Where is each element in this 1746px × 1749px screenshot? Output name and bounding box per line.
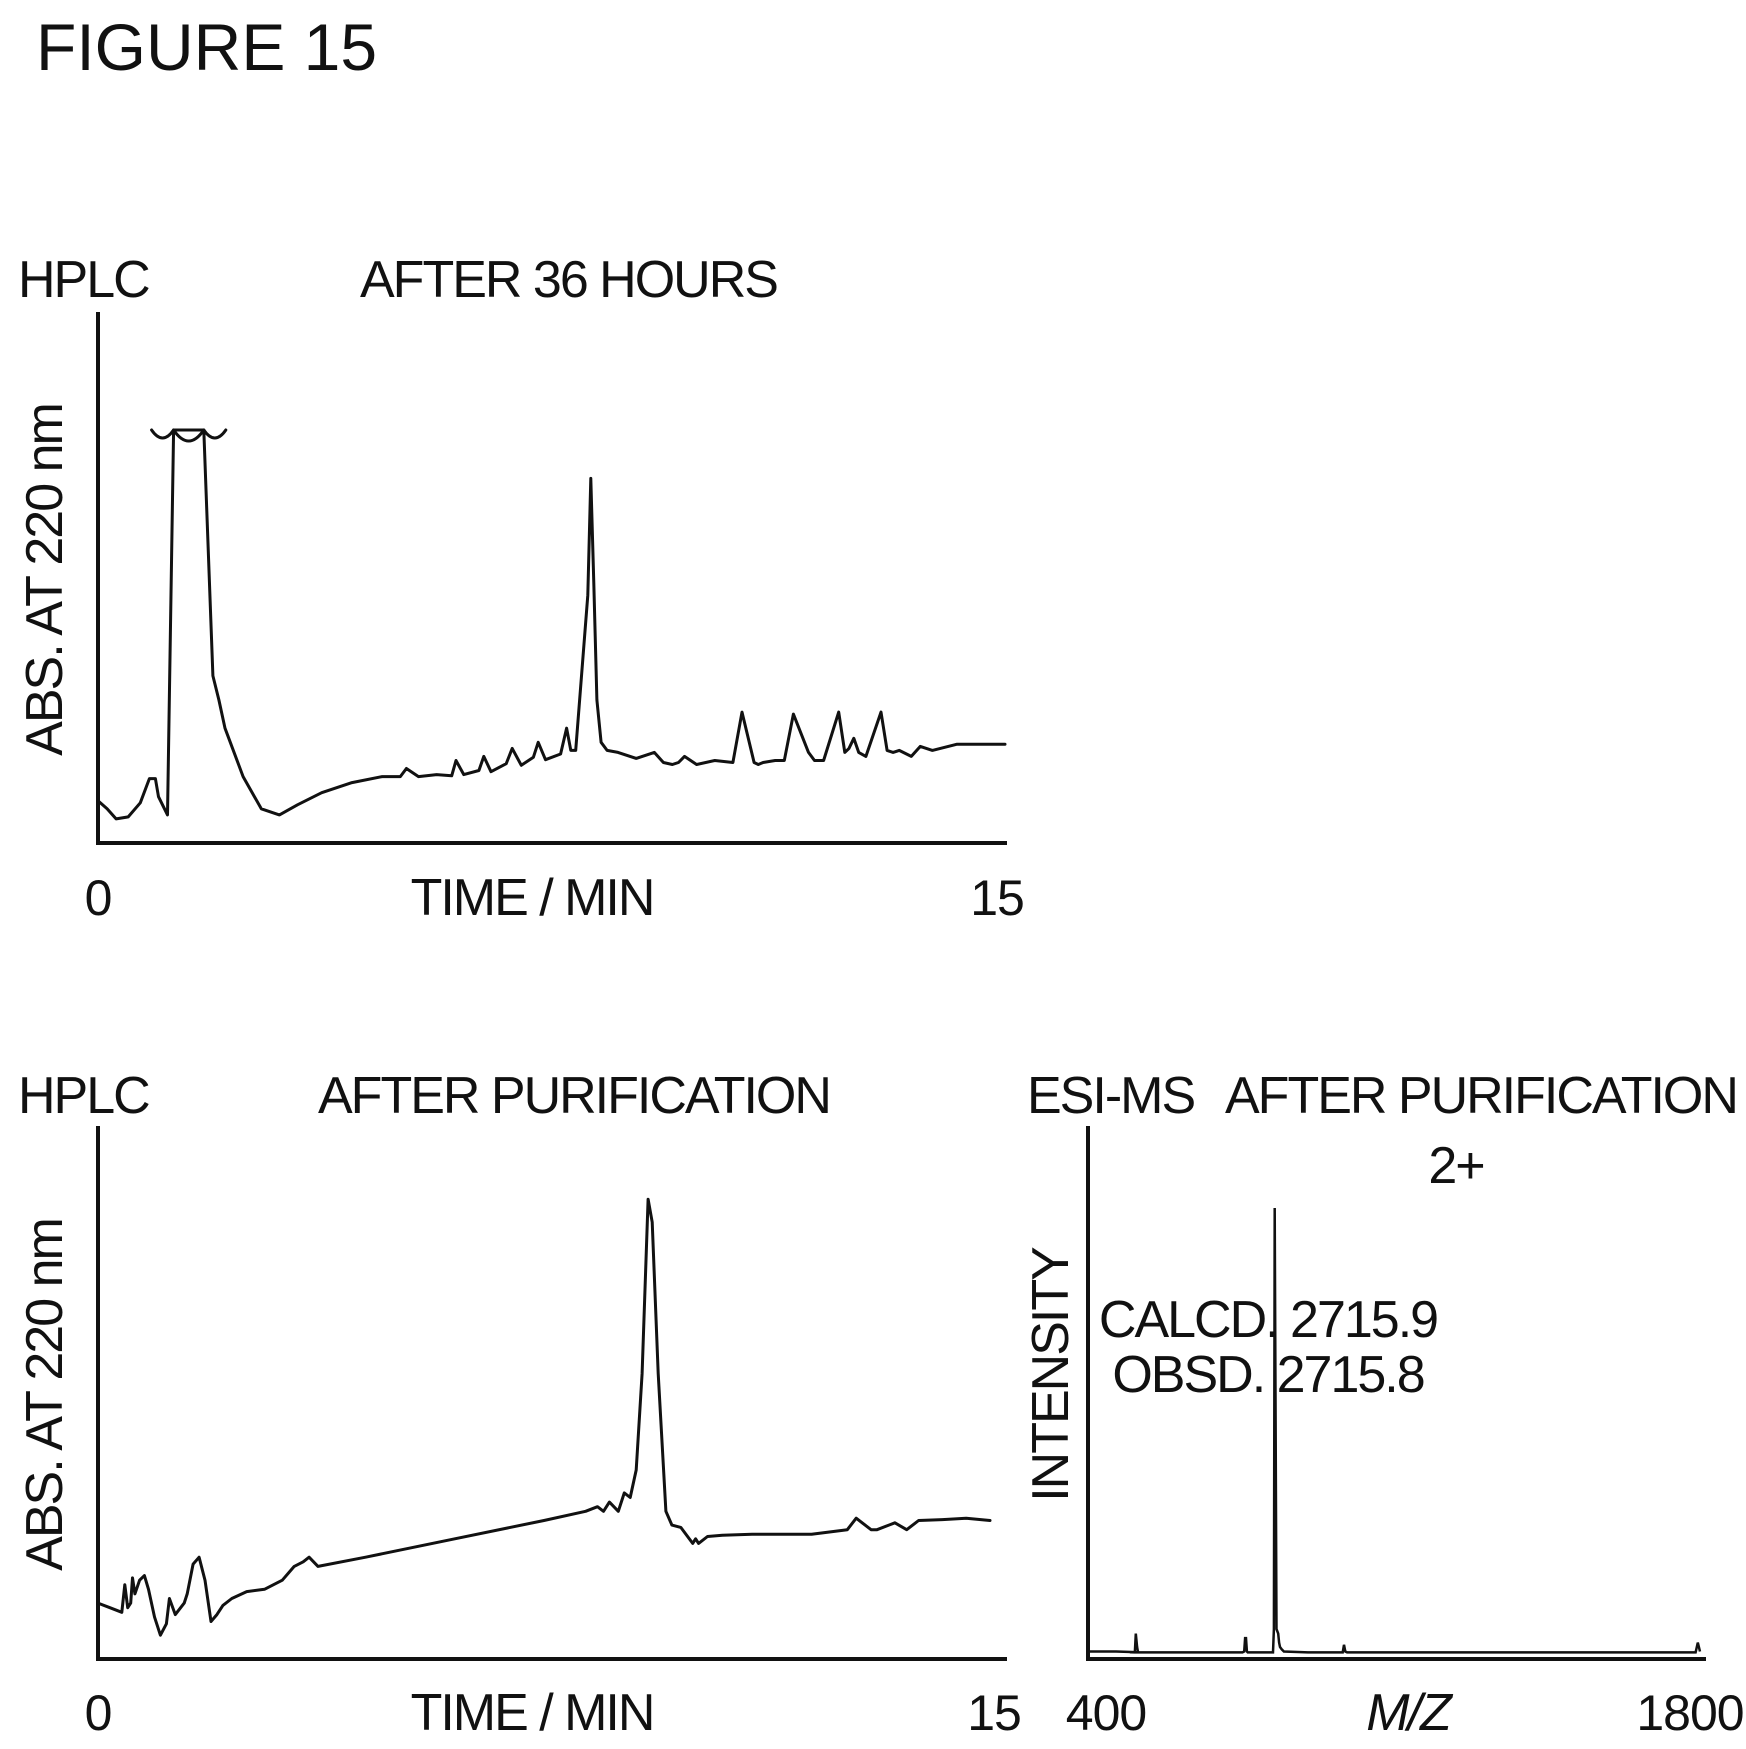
panel-3-annotation-calcd: CALCD. 2715.9 <box>1099 1291 1437 1349</box>
panel-3-label: ESI-MS <box>1027 1067 1194 1125</box>
panel-1-label: HPLC <box>18 251 149 309</box>
panel-2-title: AFTER PURIFICATION <box>318 1067 830 1125</box>
panel-1-off-scale-marker <box>150 428 228 443</box>
panel-1-x-axis-label: TIME / MIN <box>411 869 654 927</box>
figure-title: FIGURE 15 <box>36 10 377 84</box>
panel-1-x-tick-0: 0 <box>85 870 112 926</box>
panel-3-y-axis-label: INTENSITY <box>1022 1247 1080 1502</box>
panel-1-trace <box>96 428 1007 821</box>
panel-3-x-tick-1: 1800 <box>1636 1685 1743 1741</box>
panel-3-x-tick-0: 400 <box>1066 1685 1146 1741</box>
panel-2-trace <box>96 1197 992 1637</box>
panel-2-y-axis-label: ABS. AT 220 nm <box>16 1219 74 1571</box>
panel-1-x-tick-1: 15 <box>970 870 1024 926</box>
panel-2-label: HPLC <box>18 1067 149 1125</box>
panel-2-x-axis-label: TIME / MIN <box>411 1684 654 1742</box>
panel-hplc-36h: HPLC AFTER 36 HOURS ABS. AT 220 nm 0 15 … <box>16 251 1025 927</box>
panel-3-peak-label: 2+ <box>1428 1137 1483 1195</box>
panel-2-axes <box>96 1126 1007 1661</box>
panel-2-x-tick-1: 15 <box>967 1685 1021 1741</box>
panel-2-x-tick-0: 0 <box>85 1685 112 1741</box>
panel-hplc-purified: HPLC AFTER PURIFICATION ABS. AT 220 nm 0… <box>16 1067 1022 1742</box>
panel-1-axes <box>96 312 1007 845</box>
panel-3-spectrum <box>1090 1207 1702 1654</box>
panel-3-annotation-obsd: OBSD. 2715.8 <box>1112 1346 1423 1404</box>
panel-3-title: AFTER PURIFICATION <box>1225 1067 1737 1125</box>
panel-3-axes <box>1086 1126 1706 1661</box>
panel-3-x-axis-label: M/Z <box>1366 1684 1454 1742</box>
panel-1-y-axis-label: ABS. AT 220 nm <box>16 404 74 756</box>
panel-esi-ms: ESI-MS AFTER PURIFICATION INTENSITY 400 … <box>1022 1067 1745 1742</box>
panel-1-title: AFTER 36 HOURS <box>360 251 777 309</box>
